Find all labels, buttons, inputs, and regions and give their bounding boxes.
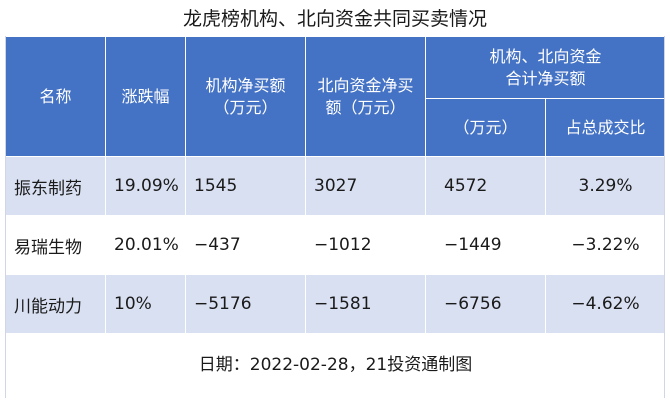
header-north-line1: 北向资金净买 [317, 75, 414, 95]
header-change: 涨跌幅 [105, 36, 186, 157]
cell-total: −1449 [425, 215, 546, 275]
cell-total: −6756 [425, 274, 546, 334]
data-table: 名称 涨跌幅 机构净买额 （万元） 北向资金净买 额（万元） 机构、北向资金 合… [4, 36, 667, 391]
cell-north: −1581 [305, 274, 426, 334]
cell-inst: −5176 [185, 274, 306, 334]
cell-total: 4572 [425, 156, 546, 216]
cell-name: 振东制药 [5, 156, 106, 216]
header-inst-line2: （万元） [213, 97, 278, 117]
cell-change: 19.09% [105, 156, 186, 216]
header-combined: 机构、北向资金 合计净买额 [424, 36, 667, 99]
table-row: 川能动力 10% −5176 −1581 −6756 −4.62% [5, 274, 667, 334]
header-combined-amount: （万元） [425, 98, 546, 157]
table-row: 振东制药 19.09% 1545 3027 4572 3.29% [5, 156, 667, 216]
header-north: 北向资金净买 额（万元） [305, 36, 426, 157]
footer-note: 日期：2022-02-28，21投资通制图 [4, 333, 667, 391]
header-inst: 机构净买额 （万元） [185, 36, 306, 157]
header-north-line2: 额（万元） [325, 97, 406, 117]
cell-inst: 1545 [185, 156, 306, 216]
header-combined-line2: 合计净买额 [505, 68, 586, 88]
header-combined-line1: 机构、北向资金 [489, 46, 602, 66]
cell-north: 3027 [305, 156, 426, 216]
cell-ratio: −3.22% [544, 215, 667, 275]
header-name: 名称 [5, 36, 106, 157]
cell-change: 10% [105, 274, 186, 334]
cell-inst: −437 [185, 215, 306, 275]
table-title: 龙虎榜机构、北向资金共同买卖情况 [182, 8, 487, 30]
cell-north: −1012 [305, 215, 426, 275]
header-inst-line1: 机构净买额 [205, 75, 286, 95]
cell-change: 20.01% [105, 215, 186, 275]
table-row: 易瑞生物 20.01% −437 −1012 −1449 −3.22% [5, 215, 667, 275]
header-combined-ratio: 占总成交比 [544, 98, 667, 157]
cell-ratio: 3.29% [544, 156, 667, 216]
cell-name: 川能动力 [5, 274, 106, 334]
cell-ratio: −4.62% [544, 274, 667, 334]
cell-name: 易瑞生物 [5, 215, 106, 275]
